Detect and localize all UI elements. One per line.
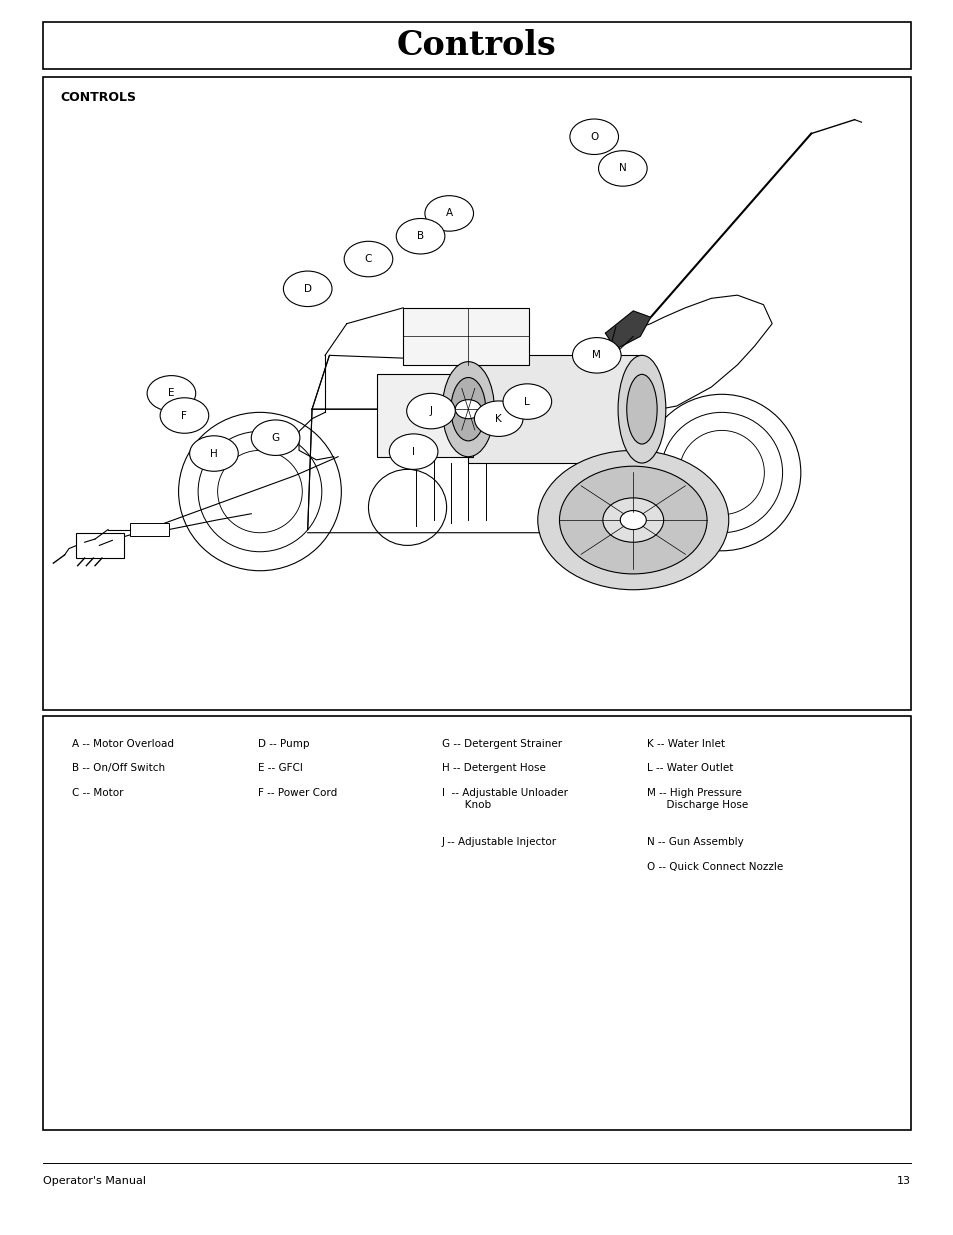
Bar [468, 356, 641, 463]
Text: L -- Water Outlet: L -- Water Outlet [646, 763, 733, 773]
Text: N -- Gun Assembly: N -- Gun Assembly [646, 837, 742, 847]
Circle shape [569, 119, 618, 154]
Text: G: G [272, 432, 279, 442]
Text: O: O [590, 132, 598, 142]
Text: J: J [429, 406, 432, 416]
Text: O -- Quick Connect Nozzle: O -- Quick Connect Nozzle [646, 862, 782, 872]
Text: F -- Power Cord: F -- Power Cord [257, 788, 336, 798]
Bar [76, 532, 124, 558]
Text: D -- Pump: D -- Pump [257, 739, 309, 748]
Circle shape [474, 401, 522, 436]
Ellipse shape [626, 374, 657, 445]
Circle shape [537, 451, 728, 590]
Text: A: A [445, 209, 453, 219]
Text: M: M [592, 351, 600, 361]
Text: N: N [618, 163, 626, 173]
Text: K: K [495, 414, 501, 424]
Circle shape [147, 375, 195, 411]
Circle shape [406, 394, 455, 429]
Text: A -- Motor Overload: A -- Motor Overload [71, 739, 173, 748]
Polygon shape [605, 311, 650, 350]
Ellipse shape [618, 356, 665, 463]
Text: E -- GFCI: E -- GFCI [257, 763, 302, 773]
Bar [376, 374, 472, 457]
Text: C: C [364, 254, 372, 264]
Bar [43, 77, 910, 710]
Circle shape [572, 337, 620, 373]
Text: M -- High Pressure
      Discharge Hose: M -- High Pressure Discharge Hose [646, 788, 747, 810]
Bar [43, 22, 910, 69]
Bar [43, 716, 910, 1130]
Circle shape [558, 466, 706, 574]
Ellipse shape [451, 378, 485, 441]
Circle shape [160, 398, 209, 433]
Text: F: F [181, 410, 187, 421]
Text: CONTROLS: CONTROLS [60, 91, 136, 105]
Circle shape [502, 384, 551, 420]
Text: Operator's Manual: Operator's Manual [43, 1176, 146, 1186]
Text: L: L [524, 396, 530, 406]
Text: B -- On/Off Switch: B -- On/Off Switch [71, 763, 165, 773]
Circle shape [598, 151, 646, 186]
Text: H: H [210, 448, 217, 458]
Bar [130, 524, 169, 536]
Text: K -- Water Inlet: K -- Water Inlet [646, 739, 724, 748]
Text: H -- Detergent Hose: H -- Detergent Hose [441, 763, 545, 773]
Text: D: D [303, 284, 312, 294]
Text: 13: 13 [896, 1176, 910, 1186]
Text: G -- Detergent Strainer: G -- Detergent Strainer [441, 739, 561, 748]
Text: J -- Adjustable Injector: J -- Adjustable Injector [441, 837, 557, 847]
Text: I: I [412, 447, 415, 457]
Circle shape [190, 436, 238, 472]
Circle shape [619, 510, 645, 530]
Circle shape [424, 195, 473, 231]
Circle shape [283, 270, 332, 306]
Circle shape [389, 433, 437, 469]
Text: E: E [168, 388, 174, 399]
Circle shape [251, 420, 299, 456]
Circle shape [602, 498, 663, 542]
Bar [403, 308, 529, 364]
Text: C -- Motor: C -- Motor [71, 788, 123, 798]
Circle shape [395, 219, 444, 254]
Text: B: B [416, 231, 424, 241]
Circle shape [455, 400, 481, 419]
Ellipse shape [442, 362, 494, 457]
Text: I  -- Adjustable Unloader
       Knob: I -- Adjustable Unloader Knob [441, 788, 567, 810]
Circle shape [344, 241, 393, 277]
Text: Controls: Controls [396, 30, 557, 62]
